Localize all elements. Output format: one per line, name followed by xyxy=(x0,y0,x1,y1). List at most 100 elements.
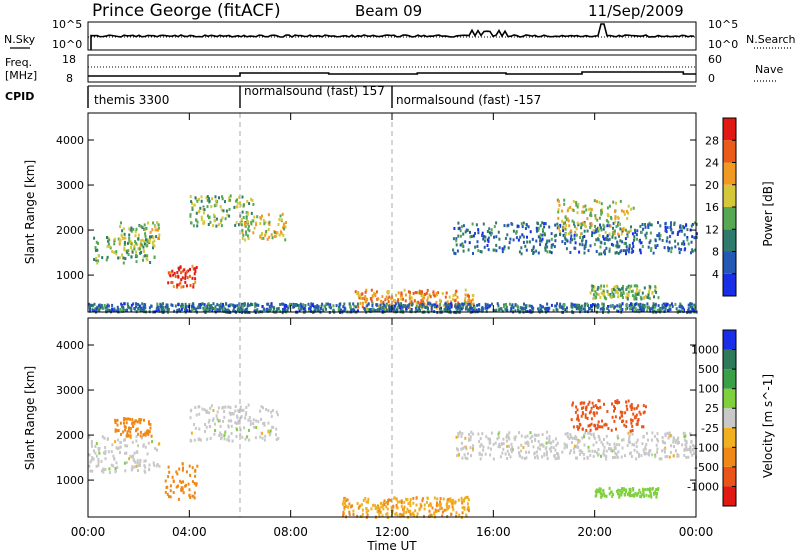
velocity-cell xyxy=(123,421,125,425)
velocity-colorbar-tick-label: -25 xyxy=(701,422,719,435)
velocity-cell xyxy=(595,440,598,444)
power-cell xyxy=(428,293,431,297)
power-cell xyxy=(118,241,121,244)
velocity-colorbar-tick-label: 100 xyxy=(698,383,719,396)
velocity-cell xyxy=(587,402,590,406)
power-cell xyxy=(597,237,599,241)
power-cell xyxy=(241,308,243,312)
power-cell xyxy=(474,232,476,235)
velocity-cell xyxy=(643,494,646,498)
power-cell xyxy=(132,227,135,231)
power-cell xyxy=(695,310,698,314)
power-cell xyxy=(625,302,628,306)
power-cell xyxy=(184,280,187,284)
power-cell xyxy=(431,303,433,307)
power-cell xyxy=(466,228,469,232)
velocity-cell xyxy=(267,409,270,413)
power-cell xyxy=(133,307,136,310)
power-cell xyxy=(639,302,642,306)
velocity-cell xyxy=(423,514,425,518)
power-cell xyxy=(591,231,594,235)
velocity-cell xyxy=(430,514,433,518)
velocity-cell xyxy=(638,410,641,414)
power-cell xyxy=(592,297,595,300)
velocity-cell xyxy=(396,500,399,504)
power-cell xyxy=(179,265,182,269)
power-cell xyxy=(602,237,605,241)
power-cell xyxy=(610,296,613,300)
velocity-cell xyxy=(104,449,107,453)
power-cell xyxy=(128,233,131,237)
velocity-cell xyxy=(136,427,139,431)
velocity-cell xyxy=(655,487,658,491)
velocity-cell xyxy=(439,502,442,506)
velocity-cell xyxy=(462,446,465,450)
power-cell xyxy=(571,219,574,223)
velocity-cell xyxy=(189,438,192,442)
power-cell xyxy=(578,306,581,310)
power-cell xyxy=(541,309,543,313)
power-cell xyxy=(388,308,391,312)
power-cell xyxy=(472,252,474,255)
power-cell xyxy=(246,211,249,215)
velocity-cell xyxy=(635,413,638,417)
power-cell xyxy=(256,308,259,312)
power-cell xyxy=(636,292,639,296)
velocity-cell xyxy=(129,454,132,458)
power-cell xyxy=(97,309,100,313)
power-cell xyxy=(670,250,673,254)
velocity-cell xyxy=(685,445,688,449)
velocity-cell xyxy=(237,421,240,425)
power-cell xyxy=(356,292,359,296)
velocity-cell xyxy=(643,452,646,456)
power-cell xyxy=(402,297,404,301)
frequency-line xyxy=(88,71,696,77)
power-cell xyxy=(537,251,540,255)
velocity-cell xyxy=(651,486,654,490)
power-cell xyxy=(365,305,367,309)
power-cell xyxy=(546,239,549,243)
power-cell xyxy=(420,299,423,302)
power-cell xyxy=(633,297,636,301)
velocity-cell xyxy=(262,406,265,410)
velocity-cell xyxy=(487,446,490,450)
power-cell xyxy=(669,234,672,238)
velocity-cell xyxy=(630,408,633,411)
power-cell xyxy=(267,227,270,231)
velocity-cell xyxy=(687,447,690,451)
velocity-cell xyxy=(482,448,485,452)
power-cell xyxy=(342,305,345,309)
velocity-cell xyxy=(378,508,381,512)
power-cell xyxy=(634,231,637,235)
velocity-region xyxy=(594,486,660,499)
velocity-cell xyxy=(634,415,637,419)
velocity-cell xyxy=(596,406,598,410)
power-cell xyxy=(280,231,283,235)
velocity-cell xyxy=(465,496,468,499)
velocity-cell xyxy=(245,406,248,409)
velocity-cell xyxy=(606,441,609,445)
power-cell xyxy=(474,309,477,313)
velocity-cell xyxy=(125,434,128,438)
velocity-cell xyxy=(605,494,608,498)
power-cell xyxy=(649,231,652,235)
velocity-cell xyxy=(569,433,572,437)
velocity-cell xyxy=(129,430,132,434)
power-cell xyxy=(626,297,629,301)
velocity-cell xyxy=(539,447,542,451)
velocity-cell xyxy=(594,404,597,408)
velocity-cell xyxy=(598,488,600,492)
velocity-cell xyxy=(237,409,240,413)
power-cell xyxy=(105,309,108,313)
power-cell xyxy=(133,246,136,250)
power-cell xyxy=(581,239,583,243)
power-cell xyxy=(399,306,402,310)
velocity-cell xyxy=(127,428,130,432)
power-colorbar-segment xyxy=(723,184,736,207)
power-cell xyxy=(268,309,271,313)
velocity-cell xyxy=(645,451,648,455)
power-cell xyxy=(603,242,606,246)
power-cell xyxy=(649,285,652,289)
velocity-region xyxy=(189,403,280,443)
power-cell xyxy=(539,239,541,243)
